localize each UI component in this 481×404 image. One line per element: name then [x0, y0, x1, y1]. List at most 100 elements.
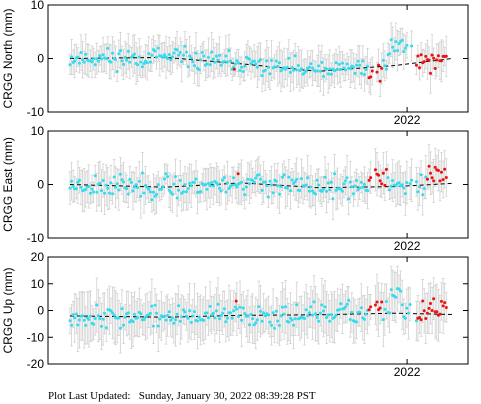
data-point [84, 323, 88, 327]
x-tick-label: 2022 [394, 113, 421, 127]
data-point [197, 315, 201, 319]
data-point [199, 190, 203, 194]
data-point [145, 61, 149, 65]
data-point [326, 181, 330, 185]
recent-point [419, 53, 423, 57]
data-point [81, 58, 85, 62]
recent-point [381, 171, 385, 175]
recent-point [440, 299, 443, 303]
data-point [241, 306, 245, 310]
recent-point [432, 179, 436, 183]
data-point [309, 305, 313, 309]
data-point [403, 192, 407, 196]
data-point [295, 177, 299, 181]
recent-point [373, 168, 377, 172]
data-point [219, 63, 223, 67]
data-point [208, 184, 212, 188]
recent-point [429, 302, 432, 305]
data-point [101, 317, 105, 321]
data-point [178, 179, 182, 182]
data-point [211, 57, 215, 61]
data-point [274, 309, 278, 313]
data-point [418, 185, 421, 189]
data-point [345, 302, 349, 306]
data-point [388, 52, 392, 56]
data-point [328, 188, 332, 192]
data-point [167, 310, 171, 314]
data-point [362, 73, 366, 76]
data-point [350, 310, 354, 314]
data-point [394, 40, 398, 44]
recent-point [421, 299, 425, 303]
data-point [142, 191, 146, 195]
recent-point [433, 67, 437, 70]
recent-point [380, 66, 384, 70]
data-point [126, 311, 130, 315]
data-point [303, 317, 307, 320]
data-point [159, 187, 163, 191]
data-point [191, 60, 195, 64]
data-point [388, 311, 392, 315]
data-point [391, 179, 395, 183]
data-point [183, 310, 187, 314]
data-point [388, 188, 392, 192]
panel-1: 10 0 -10 2022 CRGG North (mm) [1, 0, 469, 127]
data-point [203, 183, 207, 186]
recent-point [373, 303, 377, 307]
data-point [205, 187, 209, 191]
data-point [216, 58, 220, 62]
data-point [101, 179, 105, 182]
data-point [293, 54, 297, 58]
recent-point [441, 304, 445, 308]
data-point [307, 311, 311, 315]
data-point [402, 186, 406, 190]
data-point [136, 63, 140, 67]
data-point [225, 181, 229, 185]
y-tick-label: 0 [37, 52, 44, 66]
data-point [336, 67, 340, 71]
data-point [384, 67, 388, 71]
data-point [281, 305, 284, 309]
data-point [109, 60, 113, 64]
data-point [312, 300, 316, 304]
data-point [232, 309, 236, 313]
data-point [240, 318, 244, 322]
data-point [150, 304, 154, 308]
data-point [202, 54, 206, 58]
data-point [163, 53, 166, 57]
data-point [155, 192, 159, 196]
recent-point [418, 316, 421, 319]
recent-point [429, 71, 432, 75]
data-point [339, 187, 343, 191]
data-point [306, 176, 310, 180]
data-point [100, 324, 103, 328]
data-point [381, 318, 385, 322]
data-point [112, 313, 116, 317]
recent-point [427, 164, 431, 168]
data-point [268, 320, 272, 324]
data-point [235, 185, 239, 189]
data-point [134, 183, 138, 187]
data-point [106, 186, 110, 190]
data-point [188, 181, 192, 185]
data-point [362, 317, 366, 321]
data-point [266, 195, 270, 199]
recent-point [435, 58, 439, 62]
data-point [210, 181, 214, 185]
data-point [315, 178, 319, 182]
data-point [408, 303, 412, 306]
data-point [337, 62, 341, 66]
data-point [266, 65, 270, 69]
data-point [279, 185, 283, 189]
data-point [189, 320, 193, 324]
data-point [403, 46, 407, 50]
data-point [414, 319, 418, 323]
data-point [68, 319, 72, 323]
data-point [389, 184, 393, 188]
data-point [260, 319, 264, 323]
data-point [322, 187, 325, 191]
data-point [207, 55, 210, 59]
data-point [320, 303, 324, 307]
data-point [252, 180, 256, 184]
recent-point [425, 311, 429, 315]
